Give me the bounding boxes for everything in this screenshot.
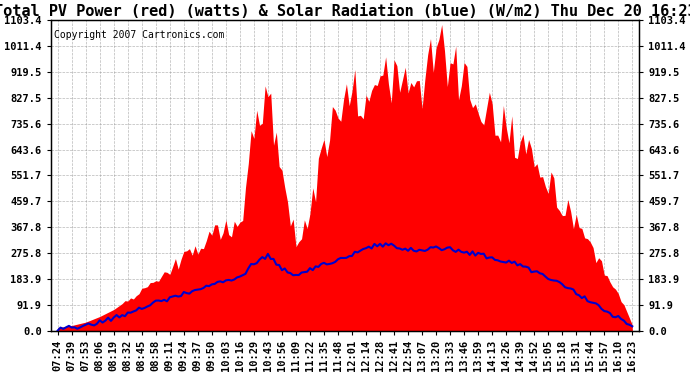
- Text: Copyright 2007 Cartronics.com: Copyright 2007 Cartronics.com: [54, 30, 224, 40]
- Title: Total PV Power (red) (watts) & Solar Radiation (blue) (W/m2) Thu Dec 20 16:23: Total PV Power (red) (watts) & Solar Rad…: [0, 4, 690, 19]
